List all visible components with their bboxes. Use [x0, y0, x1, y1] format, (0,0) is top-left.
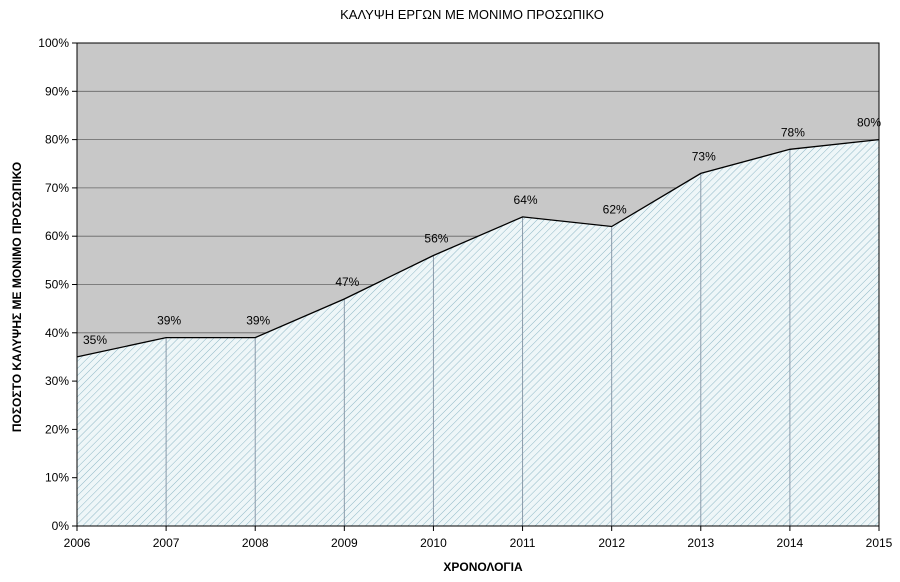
- data-label: 78%: [781, 125, 805, 139]
- x-tick-label: 2012: [598, 536, 625, 550]
- x-tick-label: 2011: [510, 536, 536, 550]
- y-axis: 0% 10% 20% 30% 40% 50% 60% 70% 80% 90% 100%: [38, 36, 77, 533]
- y-axis-title: ΠΟΣΟΣΤΟ ΚΑΛΥΨΗΣ ΜΕ ΜΟΝΙΜΟ ΠΡΟΣΩΠΙΚΟ: [10, 162, 24, 432]
- y-tick-label: 40%: [45, 326, 69, 340]
- x-tick-label: 2008: [242, 536, 269, 550]
- area-hatch: [77, 139, 879, 526]
- x-tick-label: 2006: [64, 536, 91, 550]
- data-label: 64%: [514, 193, 538, 207]
- x-tick-label: 2014: [777, 536, 804, 550]
- y-tick-label: 70%: [45, 181, 69, 195]
- data-label: 56%: [424, 232, 448, 246]
- x-tick-label: 2009: [331, 536, 358, 550]
- x-axis-title: ΧΡΟΝΟΛΟΓΙΑ: [443, 560, 523, 574]
- data-label: 47%: [335, 275, 359, 289]
- x-tick-label: 2007: [153, 536, 180, 550]
- y-tick-label: 20%: [45, 422, 69, 436]
- y-tick-label: 60%: [45, 229, 69, 243]
- data-label: 35%: [83, 333, 107, 347]
- data-label: 73%: [692, 149, 716, 163]
- data-label: 80%: [857, 116, 881, 130]
- data-label: 62%: [603, 203, 627, 217]
- data-label: 39%: [246, 314, 270, 328]
- chart-title: ΚΑΛΥΨΗ ΕΡΓΩΝ ΜΕ ΜΟΝΙΜΟ ΠΡΟΣΩΠΙΚΟ: [340, 7, 604, 22]
- y-tick-label: 100%: [38, 36, 69, 50]
- y-tick-label: 90%: [45, 84, 69, 98]
- x-tick-label: 2015: [866, 536, 893, 550]
- x-tick-label: 2010: [420, 536, 447, 550]
- x-tick-label: 2013: [687, 536, 714, 550]
- x-axis: 2006 2007 2008 2009 2010 2011 2012 2013 2014 2015: [64, 526, 893, 550]
- series-line: [76, 138, 880, 358]
- y-tick-label: 80%: [45, 133, 69, 147]
- data-labels: 35% 39% 39% 47% 56% 64% 62% 73% 78% 80%: [83, 116, 881, 347]
- y-tick-label: 10%: [45, 471, 69, 485]
- data-label: 39%: [157, 314, 181, 328]
- y-tick-label: 0%: [52, 519, 70, 533]
- y-tick-label: 30%: [45, 374, 69, 388]
- y-tick-label: 50%: [45, 278, 69, 292]
- droplines: [165, 149, 791, 526]
